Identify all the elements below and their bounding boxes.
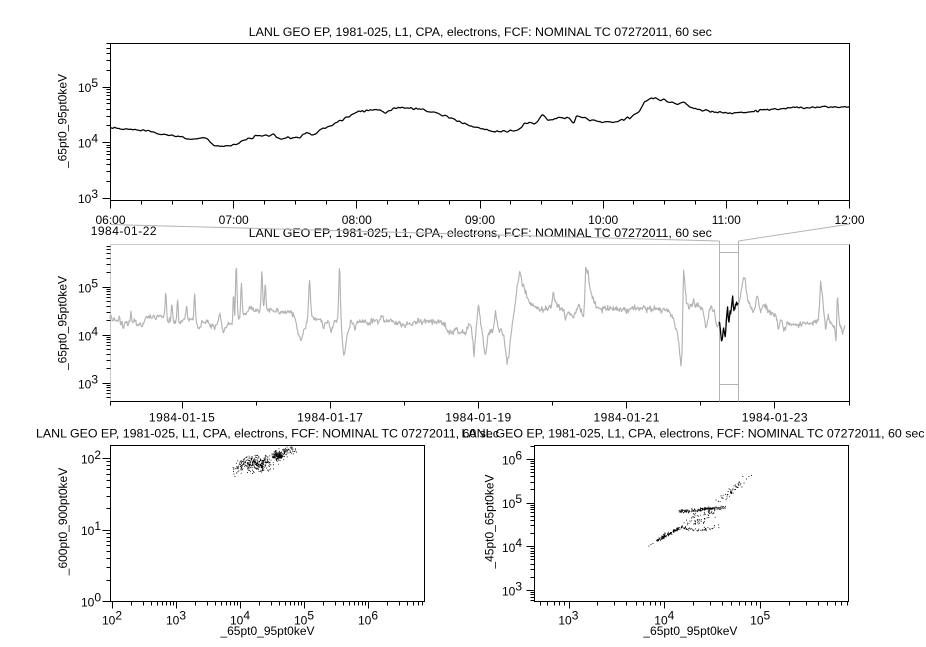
svg-text:1984-01-15: 1984-01-15 bbox=[149, 411, 215, 425]
svg-text:_65pt0_95pt0keV: _65pt0_95pt0keV bbox=[56, 276, 70, 371]
svg-text:1984-01-17: 1984-01-17 bbox=[297, 411, 363, 425]
svg-text:06:00: 06:00 bbox=[95, 213, 125, 227]
svg-text:1984-01-23: 1984-01-23 bbox=[742, 411, 808, 425]
svg-text:LANL GEO EP, 1981-025, L1, CPA: LANL GEO EP, 1981-025, L1, CPA, electron… bbox=[249, 25, 712, 39]
svg-text:07:00: 07:00 bbox=[219, 213, 249, 227]
svg-text:10:00: 10:00 bbox=[588, 213, 618, 227]
svg-text:1984-01-19: 1984-01-19 bbox=[445, 411, 511, 425]
svg-text:11:00: 11:00 bbox=[712, 213, 741, 227]
svg-text:1984-01-22: 1984-01-22 bbox=[91, 224, 157, 238]
svg-text:_45pt0_65pt0keV: _45pt0_65pt0keV bbox=[483, 474, 497, 569]
svg-text:1984-01-21: 1984-01-21 bbox=[594, 411, 660, 425]
svg-text:_65pt0_95pt0keV: _65pt0_95pt0keV bbox=[642, 624, 737, 638]
svg-text:_65pt0_95pt0keV: _65pt0_95pt0keV bbox=[56, 74, 70, 169]
svg-text:LANL GEO EP, 1981-025, L1, CPA: LANL GEO EP, 1981-025, L1, CPA, electron… bbox=[461, 427, 924, 441]
svg-text:_65pt0_95pt0keV: _65pt0_95pt0keV bbox=[219, 624, 314, 638]
svg-text:LANL GEO EP, 1981-025, L1, CPA: LANL GEO EP, 1981-025, L1, CPA, electron… bbox=[249, 226, 712, 240]
svg-text:_600pt0_900pt0keV: _600pt0_900pt0keV bbox=[56, 468, 70, 576]
svg-text:09:00: 09:00 bbox=[465, 213, 495, 227]
svg-text:12:00: 12:00 bbox=[834, 213, 864, 227]
svg-text:LANL GEO EP, 1981-025, L1, CPA: LANL GEO EP, 1981-025, L1, CPA, electron… bbox=[36, 427, 499, 441]
svg-text:08:00: 08:00 bbox=[342, 213, 372, 227]
